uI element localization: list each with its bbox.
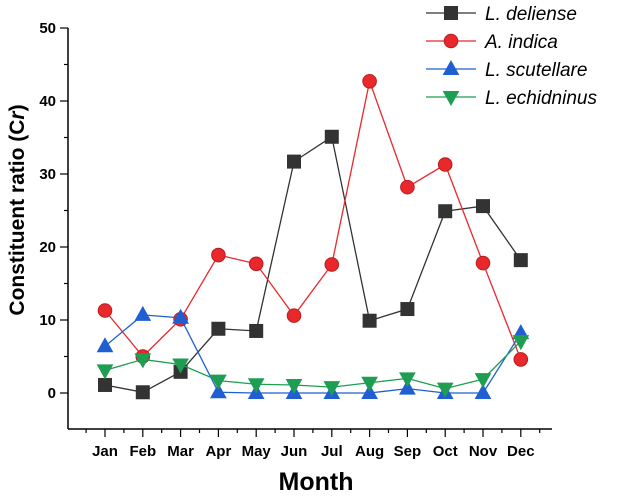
legend-marker xyxy=(444,6,458,20)
data-point xyxy=(286,308,302,323)
x-axis-title: Month xyxy=(279,468,354,496)
data-point xyxy=(324,257,340,272)
y-tick-label: 40 xyxy=(39,93,56,110)
y-ticks: 0 10 20 30 40 50 xyxy=(39,20,68,402)
series-2 xyxy=(97,73,529,367)
data-point xyxy=(172,358,189,374)
data-point xyxy=(399,372,416,388)
legend-item: L. echidninus xyxy=(426,88,597,109)
data-point xyxy=(512,335,530,351)
series-layer xyxy=(96,73,530,400)
y-axis-title-subscript: r xyxy=(6,110,29,120)
y-tick-label: 30 xyxy=(39,166,56,183)
data-point xyxy=(436,382,454,398)
data-point xyxy=(362,73,377,89)
x-tick-label: Jun xyxy=(281,443,308,460)
data-point xyxy=(172,308,189,324)
series-1 xyxy=(98,129,528,400)
x-tick-label: Sep xyxy=(394,443,422,460)
data-point xyxy=(134,305,152,321)
series-3 xyxy=(96,305,530,399)
data-point xyxy=(513,352,529,367)
x-tick-label: Nov xyxy=(469,443,498,460)
y-tick-label: 20 xyxy=(39,239,56,256)
data-point xyxy=(98,377,112,392)
x-ticks: Jan Feb Mar Apr May Jun Jul Aug Sep Oct Nov Dec xyxy=(85,429,541,460)
legend: L. deliense A. indica L. scutellare L. echi… xyxy=(426,4,597,109)
data-point xyxy=(400,302,415,317)
data-point xyxy=(474,373,492,389)
data-point xyxy=(96,337,114,353)
data-point xyxy=(211,247,226,263)
legend-marker xyxy=(442,59,460,75)
y-tick-label: 0 xyxy=(48,385,56,402)
legend-label: L. echidninus xyxy=(485,88,597,109)
x-tick-label: Dec xyxy=(507,443,535,460)
data-point xyxy=(323,381,341,397)
data-point xyxy=(249,323,264,338)
data-point xyxy=(97,303,113,318)
y-axis-title-close: ) xyxy=(6,104,29,111)
data-point xyxy=(135,385,150,400)
legend-label: L. deliense xyxy=(485,4,577,25)
x-tick-label: Feb xyxy=(129,443,156,460)
data-point xyxy=(134,353,152,369)
data-point xyxy=(400,179,415,195)
x-tick-label: Mar xyxy=(167,443,194,460)
data-point xyxy=(210,383,227,399)
data-point xyxy=(247,378,265,394)
data-point xyxy=(361,376,378,392)
data-point xyxy=(474,383,492,399)
legend-marker xyxy=(442,91,460,107)
data-point xyxy=(513,253,528,268)
series-line xyxy=(104,314,522,394)
series-line xyxy=(104,78,522,360)
data-point xyxy=(211,321,226,336)
legend-marker xyxy=(443,33,459,49)
series-line xyxy=(104,340,522,390)
data-point xyxy=(362,313,377,328)
data-point xyxy=(210,374,227,390)
y-axis-title: Constituent ratio (Cr) xyxy=(6,104,29,315)
series-4 xyxy=(96,335,530,398)
x-tick-label: Jan xyxy=(92,443,118,460)
data-point xyxy=(248,256,264,272)
data-point xyxy=(287,154,301,169)
data-point xyxy=(475,255,491,271)
data-point xyxy=(96,364,114,380)
legend-item: A. indica xyxy=(426,32,558,53)
legend-label: L. scutellare xyxy=(485,60,587,81)
legend-label: A. indica xyxy=(484,32,558,53)
x-tick-label: May xyxy=(242,443,272,460)
data-point xyxy=(438,204,453,219)
data-point xyxy=(324,129,339,144)
x-tick-label: Apr xyxy=(205,443,231,460)
axes xyxy=(67,28,552,430)
data-point xyxy=(437,157,453,172)
legend-item: L. deliense xyxy=(426,4,577,25)
legend-item: L. scutellare xyxy=(426,59,587,81)
y-tick-label: 10 xyxy=(39,312,56,329)
y-tick-label: 50 xyxy=(39,20,56,37)
data-point xyxy=(476,199,490,214)
x-tick-label: Jul xyxy=(321,443,343,460)
y-axis-title-text: Constituent ratio (C xyxy=(6,120,29,316)
series-line xyxy=(104,135,522,393)
data-point xyxy=(285,378,303,394)
x-tick-label: Aug xyxy=(355,443,384,460)
x-tick-label: Oct xyxy=(433,443,458,460)
